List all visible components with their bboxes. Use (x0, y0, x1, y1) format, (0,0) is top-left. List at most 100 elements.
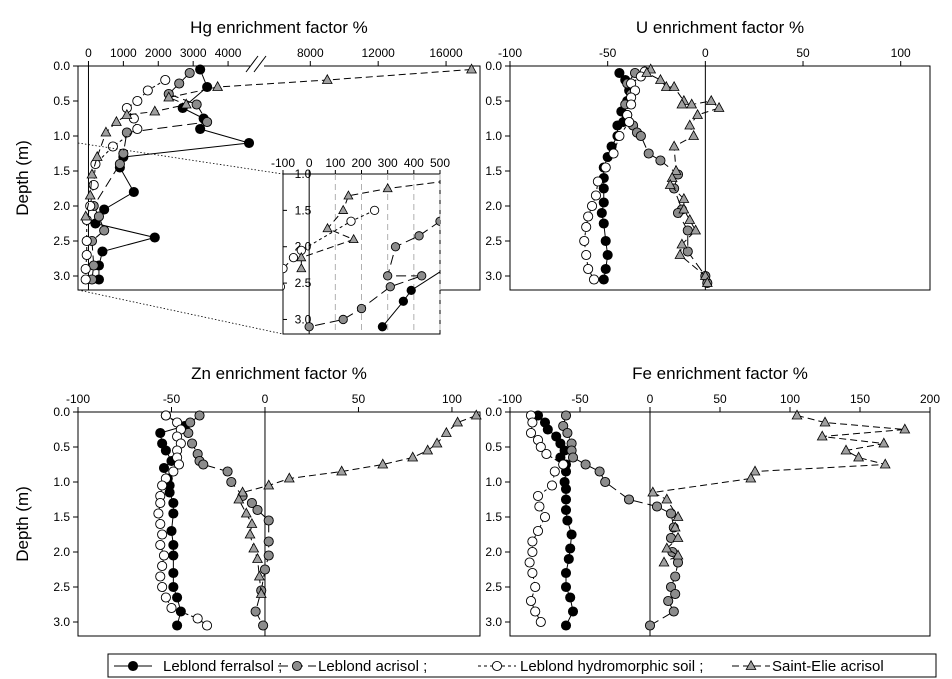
data-point (99, 204, 110, 215)
data-point (431, 437, 443, 448)
x-tick-label: -50 (571, 392, 589, 406)
y-tick-label: 0.5 (485, 94, 502, 108)
data-point (542, 424, 553, 435)
chart-title: Fe enrichment factor % (632, 364, 808, 383)
inset-series-saint_elie (296, 181, 440, 273)
data-point (624, 116, 635, 128)
data-point (172, 592, 183, 603)
data-point (84, 189, 96, 200)
data-point (600, 162, 611, 173)
data-point (160, 74, 171, 86)
data-point (244, 528, 256, 539)
data-point (187, 438, 198, 449)
data-point (440, 426, 452, 437)
data-point (661, 542, 673, 553)
x-tick-label: 150 (850, 392, 870, 406)
series-line (309, 220, 440, 328)
legend-label: Leblond acrisol ; (318, 658, 427, 675)
inset-connector (77, 289, 284, 335)
data-point (670, 571, 681, 582)
data-point (598, 197, 609, 208)
data-point (99, 225, 110, 236)
data-point (160, 410, 171, 421)
y-tick-label: 2.5 (53, 580, 70, 594)
data-point (668, 140, 680, 151)
data-point (690, 224, 702, 235)
series-line (562, 415, 679, 626)
data-point (283, 472, 295, 483)
x-tick-label: 50 (352, 392, 366, 406)
y-tick-label: 0.5 (53, 94, 70, 108)
data-point (594, 466, 605, 477)
data-point (672, 531, 684, 542)
inset-series-hydromorphic (283, 205, 380, 291)
data-point (608, 148, 619, 159)
y-axis-label: Depth (m) (13, 140, 32, 216)
data-point (180, 98, 192, 109)
data-point (263, 515, 274, 526)
data-point (255, 587, 267, 598)
x-tick-label: -100 (498, 392, 522, 406)
legend-item-ferralsol: Leblond ferralsol ; (114, 658, 282, 675)
y-tick-label: 1.0 (53, 129, 70, 143)
data-point (88, 179, 99, 191)
data-point (598, 274, 609, 285)
data-point (168, 581, 179, 593)
y-tick-label: 0.0 (53, 405, 70, 419)
data-point (560, 620, 572, 631)
y-tick-label: 3.0 (485, 615, 502, 629)
inset-x-tick-label: 300 (378, 156, 398, 170)
data-point (590, 190, 602, 201)
data-point (385, 282, 395, 292)
data-point (248, 542, 260, 553)
data-point (623, 494, 635, 505)
data-point (567, 606, 579, 617)
data-point (602, 249, 613, 261)
data-point (346, 216, 356, 226)
data-point (669, 521, 681, 532)
series-line (651, 415, 905, 563)
data-point (153, 508, 164, 519)
data-point (155, 518, 166, 530)
data-point (118, 148, 129, 159)
data-point (155, 539, 166, 551)
data-point (614, 130, 625, 142)
data-point (579, 235, 590, 247)
plot-frame (509, 65, 931, 291)
data-point (635, 130, 646, 142)
data-point (263, 550, 274, 561)
x-tick-label: 50 (796, 46, 810, 60)
inset-connector (77, 142, 284, 175)
series-acrisol (86, 67, 213, 285)
data-point (250, 606, 261, 617)
legend-item-saint_elie: Saint-Elie acrisol (732, 658, 884, 675)
data-point (562, 427, 573, 439)
data-point (470, 409, 482, 420)
data-point (565, 543, 576, 554)
y-tick-label: 1.5 (485, 510, 502, 524)
data-point (157, 581, 168, 593)
data-point (705, 94, 717, 105)
data-point (195, 123, 206, 135)
data-point (414, 231, 424, 241)
data-point (658, 556, 670, 567)
data-point (684, 213, 696, 224)
inset-x-tick-label: 200 (351, 156, 371, 170)
y-tick-label: 2.0 (53, 545, 70, 559)
x-tick-label: 200 (920, 392, 940, 406)
data-point (665, 508, 677, 519)
inset-y-tick-label: 1.0 (295, 167, 312, 181)
data-point (678, 192, 690, 203)
data-point (668, 606, 679, 617)
data-point (588, 274, 600, 285)
x-tick-label: 0 (85, 46, 92, 60)
data-point (233, 493, 245, 504)
y-tick-label: 3.0 (485, 269, 502, 283)
x-tick-label: 0 (647, 392, 654, 406)
data-point (383, 271, 393, 281)
data-point (356, 303, 367, 314)
panel-zn: Zn enrichment factor % Depth (m) -100 -50 0 5… (13, 364, 482, 637)
data-point (406, 285, 416, 296)
data-point (168, 567, 179, 579)
data-point (173, 459, 185, 470)
